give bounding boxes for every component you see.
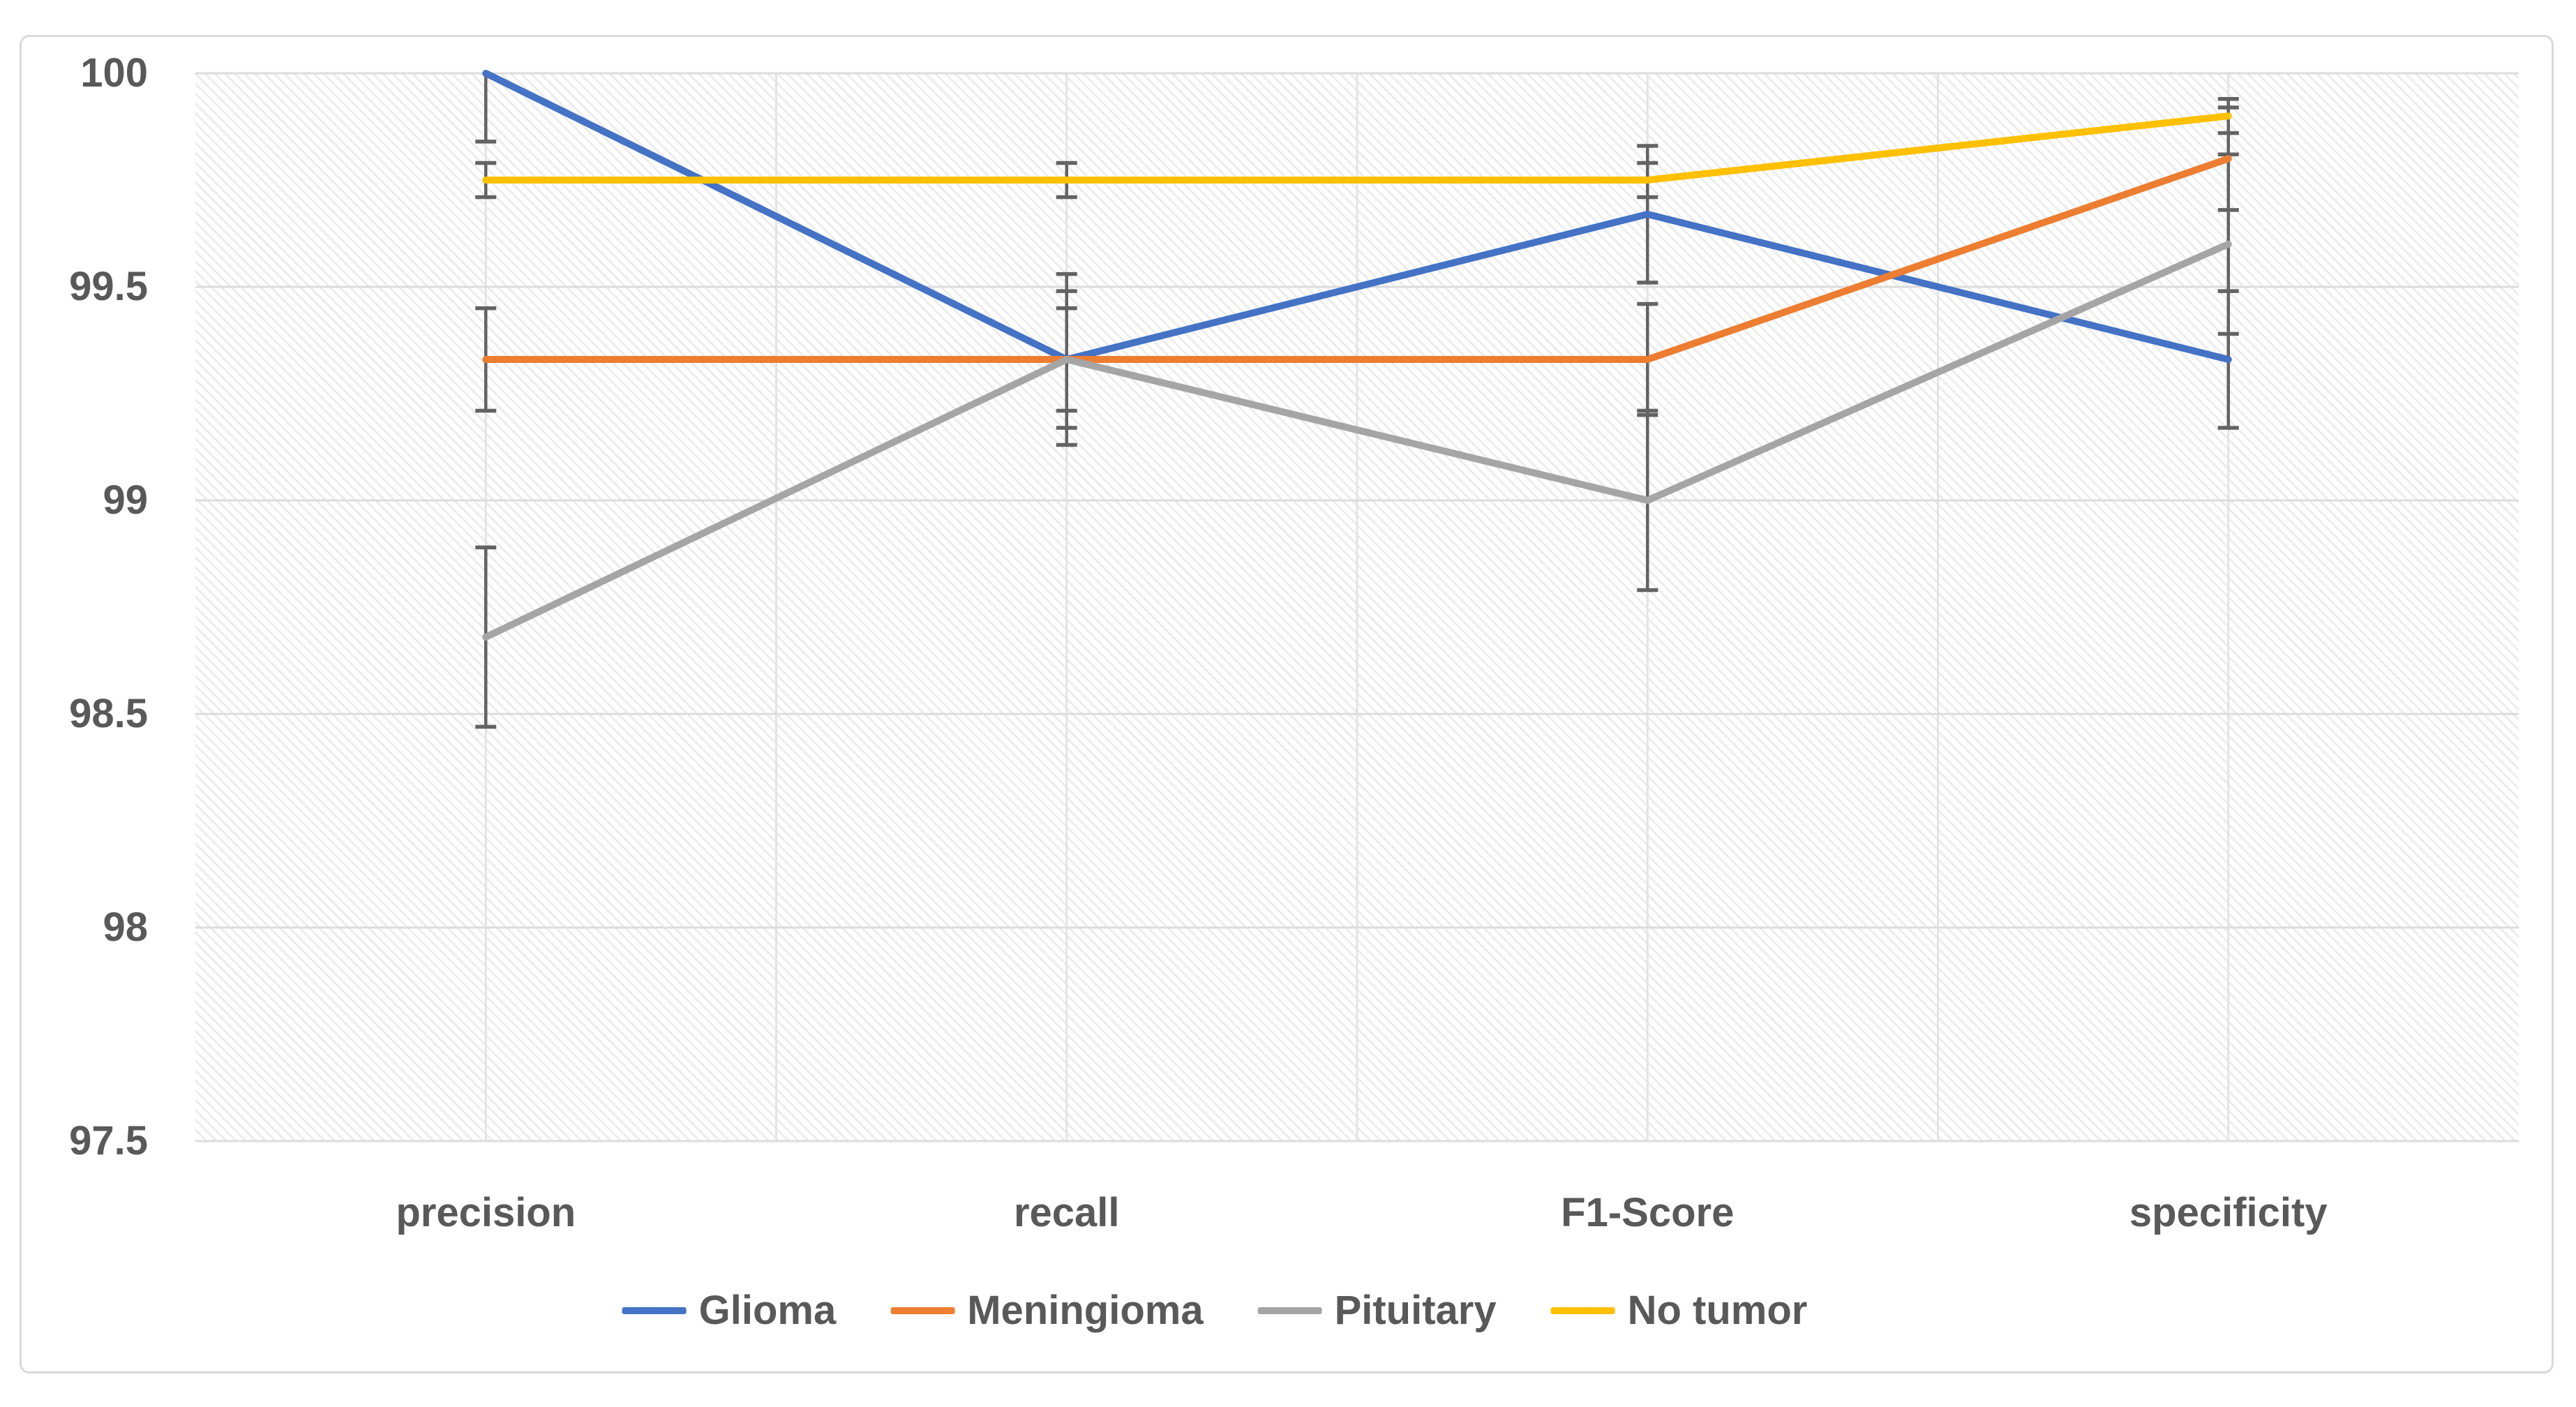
x-axis-label-f1-score: F1-Score (1561, 1190, 1735, 1235)
y-axis-label: 99.5 (69, 264, 148, 309)
legend: Glioma Meningioma Pituitary No tumor (622, 1286, 1808, 1336)
series-line-meningioma (482, 155, 2232, 364)
series-line-glioma (482, 70, 2232, 364)
legend-label: Meningioma (967, 1288, 1204, 1333)
legend-item-pituitary: Pituitary (1257, 1286, 1497, 1336)
legend-item-no-tumor: No tumor (1550, 1286, 1808, 1336)
series-line-pituitary (482, 240, 2232, 641)
x-axis-label-specificity: specificity (2129, 1190, 2328, 1235)
legend-line-swatch (890, 1307, 955, 1314)
legend-item-glioma: Glioma (622, 1286, 837, 1336)
legend-label: No tumor (1627, 1288, 1808, 1333)
y-axis-label: 100 (80, 50, 148, 96)
legend-line-swatch (1257, 1307, 1322, 1314)
legend-item-meningioma: Meningioma (890, 1286, 1204, 1336)
legend-label: Glioma (698, 1288, 837, 1333)
y-axis-label: 97.5 (69, 1118, 148, 1163)
legend-label: Pituitary (1334, 1288, 1497, 1333)
y-axis-label: 98.5 (69, 691, 148, 736)
x-axis-label-precision: precision (396, 1190, 576, 1235)
legend-line-swatch (622, 1307, 687, 1314)
legend-line-swatch (1550, 1307, 1615, 1314)
y-axis-label: 99 (103, 477, 148, 523)
y-axis-label: 98 (103, 904, 148, 950)
series-line-no-tumor (482, 112, 2232, 184)
x-axis-label-recall: recall (1013, 1190, 1120, 1235)
